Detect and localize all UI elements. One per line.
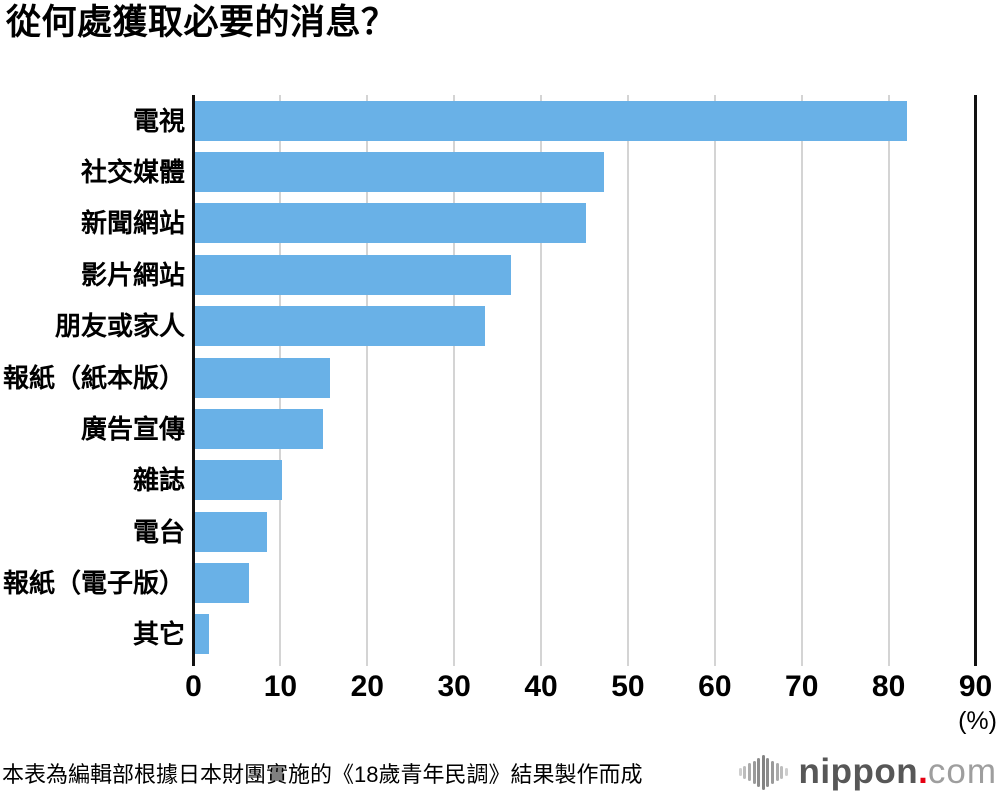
bar-2 bbox=[193, 152, 605, 193]
gridline bbox=[800, 95, 803, 666]
gridline bbox=[713, 95, 716, 666]
bar-7 bbox=[193, 408, 323, 449]
bar-9 bbox=[193, 511, 268, 552]
tick-label: 40 bbox=[524, 670, 558, 703]
tick-label: 80 bbox=[871, 670, 906, 703]
tick-label: 30 bbox=[437, 670, 471, 703]
tick-label: 90 bbox=[958, 670, 993, 703]
tick-label: 70 bbox=[785, 670, 819, 703]
bar-8 bbox=[193, 460, 283, 501]
gridline bbox=[887, 95, 890, 666]
gridline bbox=[540, 95, 543, 666]
axis-line bbox=[192, 95, 195, 666]
category-label: 朋友或家人 bbox=[54, 311, 185, 342]
gridline bbox=[626, 95, 629, 666]
category-label: 電視 bbox=[132, 105, 185, 136]
bar-5 bbox=[193, 306, 485, 347]
nippon-logo: nippon . com bbox=[738, 751, 997, 793]
logo-brand: nippon bbox=[798, 752, 919, 791]
category-label: 雜誌 bbox=[132, 465, 185, 496]
logo-dot: . bbox=[918, 752, 928, 791]
category-label: 其它 bbox=[132, 619, 185, 650]
logo-text: nippon . com bbox=[799, 752, 997, 792]
category-label: 報紙（電子版） bbox=[2, 567, 185, 598]
bar-6 bbox=[193, 357, 330, 398]
tick-label: 20 bbox=[350, 670, 384, 703]
gridline bbox=[366, 95, 369, 666]
bar-11 bbox=[193, 614, 210, 655]
category-label: 新聞網站 bbox=[80, 208, 185, 239]
category-label: 報紙（紙本版） bbox=[2, 362, 185, 393]
x-axis-unit-label: (%) bbox=[958, 707, 997, 735]
tick-label: 0 bbox=[185, 670, 202, 703]
source-note: 本表為編輯部根據日本財團實施的《18歲青年民調》結果製作而成 bbox=[2, 762, 643, 787]
tick-label: 10 bbox=[263, 670, 298, 703]
bar-3 bbox=[193, 203, 587, 244]
chart-title: 從何處獲取必要的消息？ bbox=[6, 3, 397, 42]
category-label: 廣告宣傳 bbox=[80, 413, 185, 444]
category-label: 社交媒體 bbox=[80, 157, 185, 188]
tick-label: 60 bbox=[698, 670, 732, 703]
soundwave-icon bbox=[738, 754, 789, 790]
category-label: 電台 bbox=[132, 516, 185, 547]
tick-label: 50 bbox=[611, 670, 645, 703]
gridline bbox=[453, 95, 456, 666]
bar-4 bbox=[193, 254, 511, 295]
logo-tld: com bbox=[927, 752, 997, 791]
bar-10 bbox=[193, 562, 250, 603]
category-label: 影片網站 bbox=[80, 259, 185, 290]
bar-1 bbox=[193, 100, 907, 141]
axis-line bbox=[974, 95, 977, 666]
